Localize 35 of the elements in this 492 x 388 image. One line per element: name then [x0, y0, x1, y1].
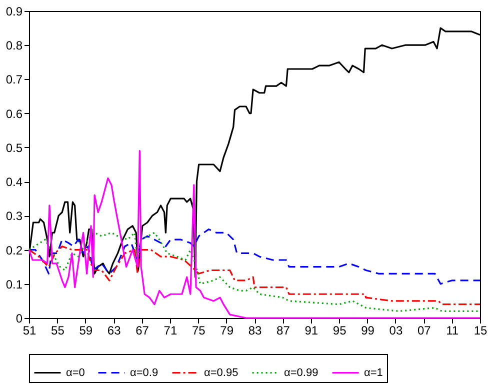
- x-tick-label: 83: [248, 324, 262, 338]
- legend-label: α=0: [66, 366, 85, 379]
- x-tick-label: 99: [361, 324, 375, 338]
- y-tick-label: 0.1: [6, 277, 23, 292]
- x-tick-label: 03: [389, 324, 403, 338]
- y-tick-label: 0.9: [6, 4, 23, 18]
- x-tick-label: 91: [304, 324, 318, 338]
- line-series: [28, 150, 481, 319]
- y-tick-label: 0.7: [6, 72, 23, 87]
- legend-label: α=0.99: [284, 366, 318, 379]
- x-tick-label: 79: [220, 324, 234, 338]
- x-tick-label: 51: [22, 324, 36, 338]
- y-tick-label: 0.4: [6, 175, 23, 190]
- line-series: [28, 246, 481, 306]
- x-tick-label: 11: [446, 324, 459, 338]
- x-tick-label: 75: [192, 324, 206, 338]
- x-tick-label: 07: [417, 324, 432, 338]
- legend-label: α=0.95: [204, 366, 238, 379]
- y-tick-label: 0.6: [6, 106, 23, 121]
- y-tick-label: 0.3: [6, 209, 23, 224]
- x-tick-label: 55: [51, 324, 65, 338]
- x-tick-label: 87: [276, 324, 290, 338]
- x-tick-label: 67: [136, 324, 150, 338]
- y-tick-label: 0.2: [6, 243, 23, 258]
- y-tick-label: 0: [16, 312, 23, 326]
- x-tick-label: 71: [164, 324, 178, 338]
- line-series: [28, 228, 481, 285]
- x-tick-label: 59: [79, 324, 93, 338]
- x-tick-label: 15: [474, 324, 488, 338]
- x-tick-label: 63: [107, 324, 122, 338]
- legend-label: α=0.9: [130, 366, 158, 379]
- x-tick-label: 95: [332, 324, 347, 338]
- y-tick-label: 0.8: [6, 38, 23, 53]
- y-tick-label: 0.5: [6, 140, 23, 155]
- legend-label: α=1: [364, 366, 383, 379]
